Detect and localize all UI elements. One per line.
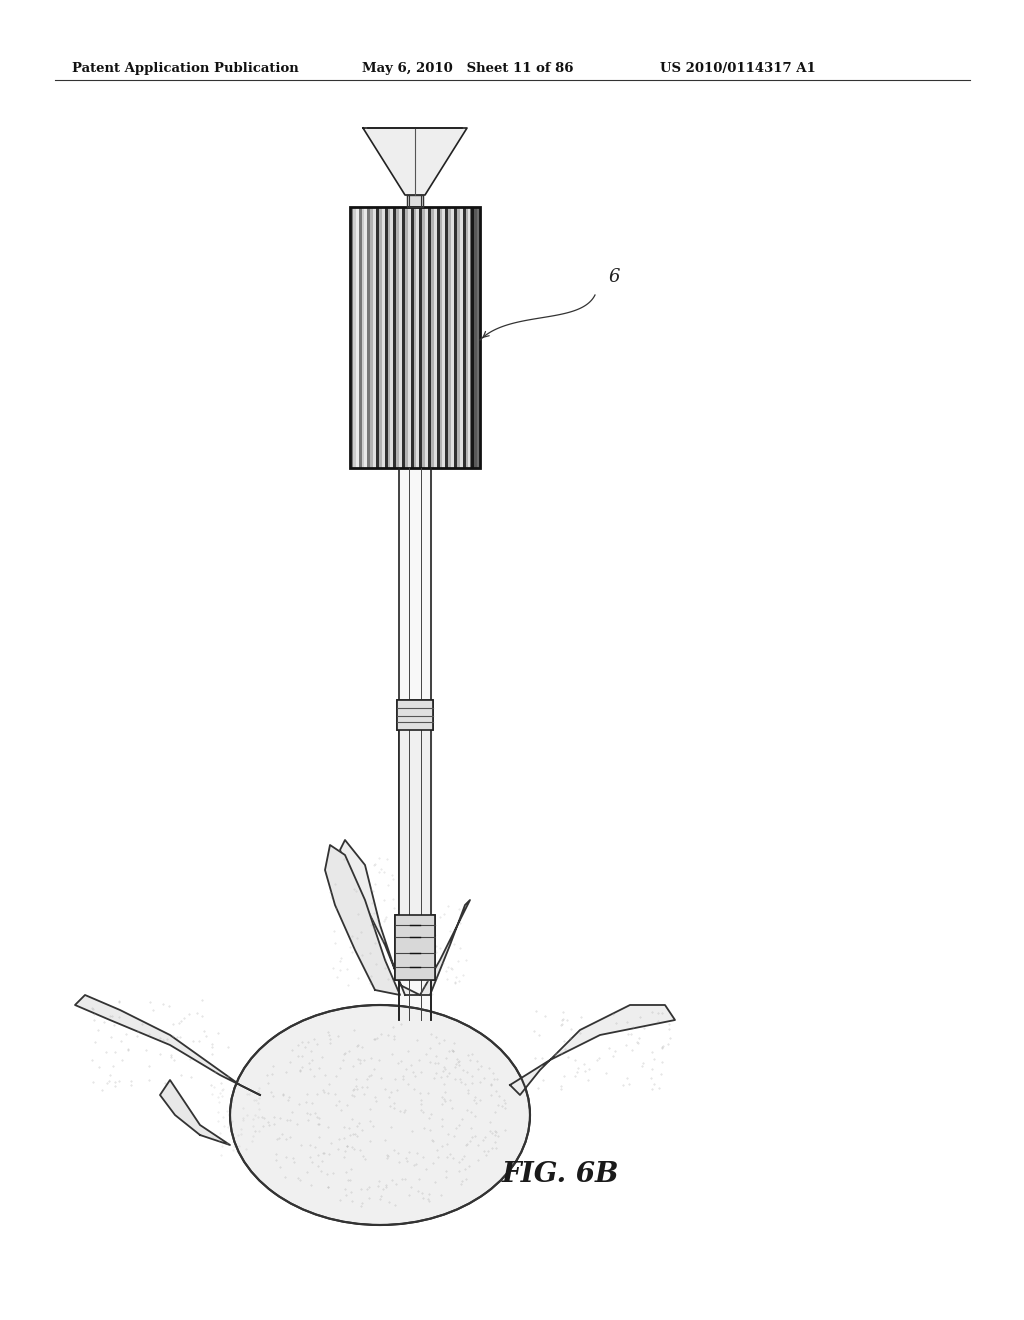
Bar <box>361 207 365 469</box>
Bar <box>353 207 355 469</box>
Bar <box>390 207 393 469</box>
Bar <box>439 207 442 469</box>
Polygon shape <box>75 995 260 1096</box>
Bar <box>449 207 452 469</box>
Bar <box>397 700 433 730</box>
Bar <box>477 207 480 469</box>
Bar <box>457 207 460 469</box>
Bar <box>463 207 466 469</box>
Bar <box>431 207 434 469</box>
Bar <box>373 207 376 469</box>
Bar <box>414 207 417 469</box>
Polygon shape <box>325 845 400 995</box>
Bar <box>436 207 439 469</box>
Bar <box>350 207 480 469</box>
Bar <box>387 207 390 469</box>
Bar <box>408 207 411 469</box>
Bar <box>411 207 414 469</box>
Polygon shape <box>420 900 470 995</box>
Bar <box>452 207 454 469</box>
Bar <box>466 207 468 469</box>
Bar <box>395 915 435 979</box>
Bar <box>428 207 431 469</box>
Polygon shape <box>160 1080 230 1144</box>
Bar <box>434 207 436 469</box>
Text: 6: 6 <box>608 268 620 286</box>
Bar <box>422 207 425 469</box>
Ellipse shape <box>230 1005 530 1225</box>
Polygon shape <box>362 128 467 195</box>
Bar <box>468 207 471 469</box>
Polygon shape <box>340 840 420 995</box>
Bar <box>376 207 379 469</box>
Text: May 6, 2010   Sheet 11 of 86: May 6, 2010 Sheet 11 of 86 <box>362 62 573 75</box>
Polygon shape <box>399 700 431 979</box>
Bar <box>470 207 480 469</box>
Bar <box>445 207 449 469</box>
Bar <box>471 207 474 469</box>
Polygon shape <box>399 469 431 1020</box>
Bar <box>442 207 445 469</box>
Bar <box>396 207 399 469</box>
Text: Patent Application Publication: Patent Application Publication <box>72 62 299 75</box>
Bar <box>371 207 373 469</box>
Bar <box>385 207 387 469</box>
Polygon shape <box>510 1005 675 1096</box>
Bar <box>368 207 371 469</box>
Bar <box>393 207 396 469</box>
Bar <box>417 207 420 469</box>
Bar <box>404 207 408 469</box>
Bar <box>365 207 368 469</box>
Bar <box>350 207 480 469</box>
Bar <box>350 207 353 469</box>
Bar <box>399 207 402 469</box>
Bar <box>402 207 404 469</box>
Bar <box>460 207 463 469</box>
Bar <box>425 207 428 469</box>
Bar <box>355 207 358 469</box>
Bar <box>379 207 382 469</box>
Bar <box>382 207 385 469</box>
Bar <box>420 207 422 469</box>
Bar <box>397 700 433 730</box>
Bar <box>358 207 361 469</box>
Bar <box>350 207 370 469</box>
Text: FIG. 6B: FIG. 6B <box>502 1162 618 1188</box>
Bar <box>474 207 477 469</box>
Text: US 2010/0114317 A1: US 2010/0114317 A1 <box>660 62 816 75</box>
Bar <box>395 915 435 979</box>
Polygon shape <box>407 195 423 207</box>
Bar <box>454 207 457 469</box>
